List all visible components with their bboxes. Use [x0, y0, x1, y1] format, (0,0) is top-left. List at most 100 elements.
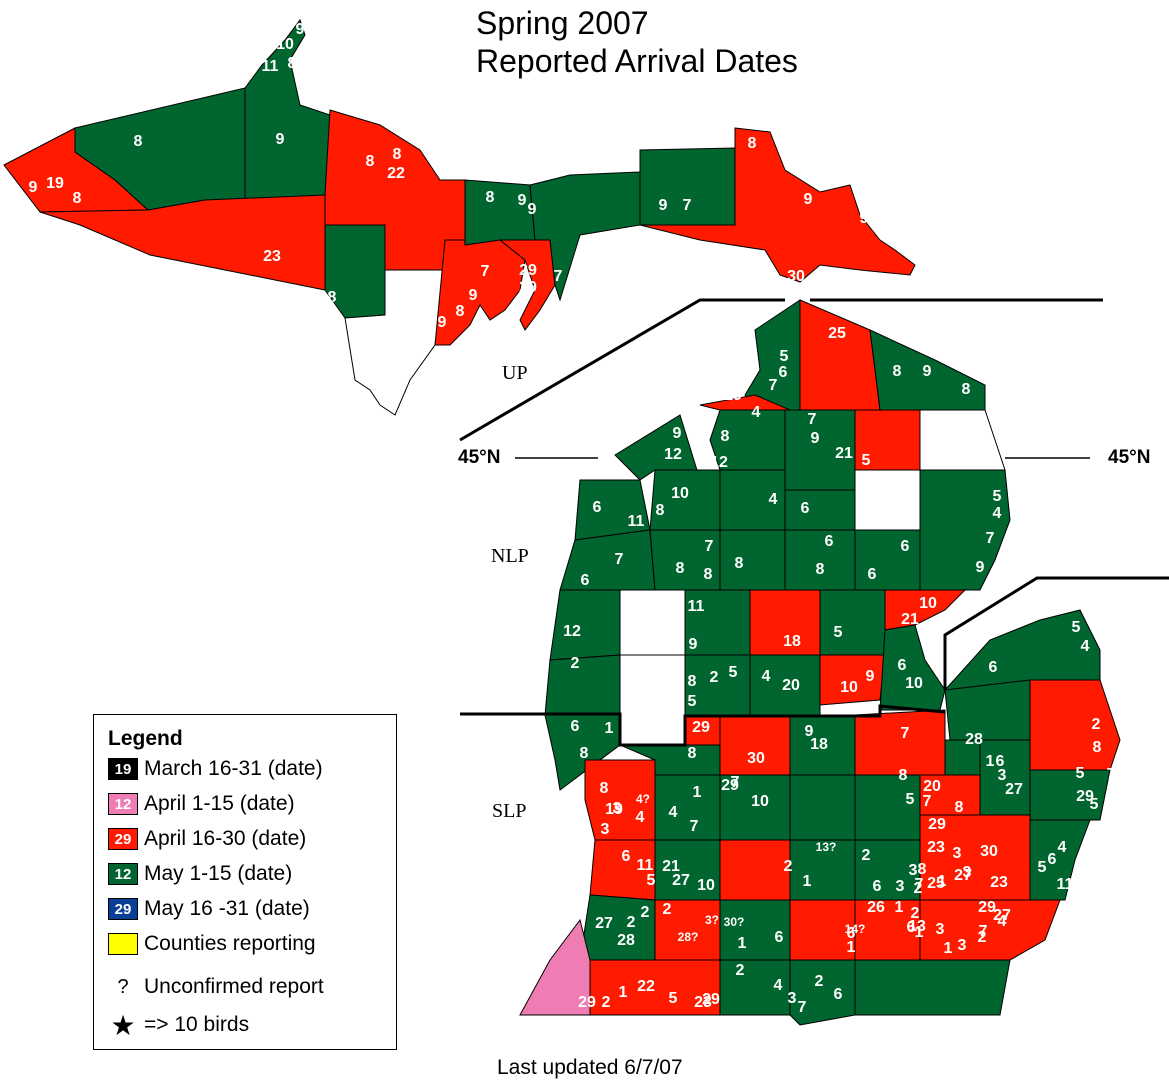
county-arrival-date: 6 [779, 364, 788, 381]
county-arrival-date: 8 [1093, 739, 1102, 756]
county-arrival-date: 6 [593, 499, 602, 516]
county-arrival-date: 11 [637, 857, 654, 874]
county-arrival-date: 7 [923, 793, 932, 810]
county-arrival-date: 23 [990, 874, 1008, 891]
county-arrival-date: 4 [669, 804, 678, 821]
county-arrival-date: 7 [690, 818, 699, 835]
region-label-up: UP [502, 362, 528, 384]
county-arrival-date: 21 [835, 445, 853, 462]
county-arrival-date: 10 [840, 679, 858, 696]
county-arrival-date: 7 [798, 999, 807, 1016]
county-arrival-date: 7 [615, 551, 624, 568]
legend-swatch: 29 [108, 828, 138, 850]
county-arrival-date: 7 [986, 530, 995, 547]
county-arrival-date: 29 [519, 279, 537, 296]
county-arrival-date: 4 [993, 505, 1002, 522]
legend-item: 12 [108, 860, 138, 888]
county-arrival-date: 30 [980, 843, 998, 860]
legend-item: 19 [108, 755, 138, 783]
county-arrival-date: 3 [788, 990, 797, 1007]
county-arrival-date: 9 [804, 191, 813, 208]
county-arrival-date: 1 [944, 940, 953, 957]
county-arrival-date: 1 [895, 899, 904, 916]
county-arrival-date: 11 [628, 513, 645, 530]
county-arrival-date: 8 [962, 381, 971, 398]
county-arrival-date: 5 [1038, 859, 1047, 876]
county-arrival-date: 27 [993, 907, 1011, 924]
county-arrival-date: 7 [731, 774, 740, 791]
county-arrival-date: 9 [518, 192, 527, 209]
county-arrival-date: 3? [705, 913, 719, 927]
county-arrival-date: 6 [834, 986, 843, 1003]
legend-item: 29 [108, 825, 138, 853]
county-arrival-date: 6 [825, 533, 834, 550]
county-arrival-date: 8 [73, 190, 82, 207]
county-arrival-date: 19 [46, 175, 64, 192]
county-arrival-date: 6 [907, 919, 916, 936]
county-arrival-date: 5 [993, 488, 1002, 505]
question-mark-icon: ? [117, 975, 129, 998]
county-arrival-date: 25 [828, 325, 846, 342]
county-arrival-date: 20 [782, 677, 800, 694]
county-arrival-date: 27 [1005, 781, 1023, 798]
county-arrival-date: 10 [751, 793, 769, 810]
legend-swatch [108, 933, 138, 955]
county-arrival-date: 8 [328, 289, 337, 306]
county-arrival-date: 5 [647, 872, 656, 889]
county-arrival-date: 1 [605, 720, 614, 737]
county-arrival-date: 3 [958, 937, 967, 954]
county-arrival-date: 9 [805, 723, 814, 740]
county-arrival-date: 2 [978, 929, 987, 946]
county-arrival-date: 6 [873, 878, 882, 895]
county-arrival-date: 19 [605, 801, 623, 818]
county-arrival-date: 7 [705, 538, 714, 555]
county-arrival-date: 8 [918, 861, 927, 878]
county-arrival-date: 10 [276, 36, 294, 53]
county-arrival-date: 7 [683, 197, 692, 214]
legend-unconfirmed: ? [108, 973, 138, 1001]
last-updated: Last updated 6/7/07 [497, 1056, 683, 1079]
county-arrival-date: 9 [469, 287, 478, 304]
county-arrival-date: 4 [774, 977, 783, 994]
county-arrival-date: 8 [288, 55, 297, 72]
county-arrival-date: 28 [617, 932, 635, 949]
county-arrival-date: 8 [134, 133, 143, 150]
legend: Legend 19 March 16-31 (date) 12 April 1-15 … [93, 714, 397, 1050]
county-arrival-date: 6 [775, 929, 784, 946]
legend-unconfirmed-label: Unconfirmed report [144, 975, 324, 998]
county-arrival-date: 23 [263, 248, 281, 265]
county-arrival-date: 8 [393, 146, 402, 163]
county-arrival-date: 7 [481, 263, 490, 280]
county-arrival-date: 11 [688, 598, 705, 615]
county-arrival-date: 8 [580, 745, 589, 762]
county-arrival-date: 18 [783, 633, 801, 650]
county-arrival-date: 6 [898, 657, 907, 674]
legend-item-label: Counties reporting [144, 932, 316, 955]
county-arrival-date: 8 [688, 745, 697, 762]
county-arrival-date: 4 [1081, 638, 1090, 655]
county-arrival-date: 12 [710, 454, 728, 471]
legend-item: 12 [108, 790, 138, 818]
county-arrival-date: 12 [664, 446, 682, 463]
county-arrival-date: 8 [704, 566, 713, 583]
county-arrival-date: 9 [811, 430, 820, 447]
county-arrival-date: 2 [602, 994, 611, 1011]
county-arrival-date: 1 [803, 873, 812, 890]
county-arrival-date: 23 [694, 994, 712, 1011]
county-arrival-date: 5 [729, 664, 738, 681]
legend-item-label: April 1-15 (date) [144, 792, 295, 815]
latitude-label-left: 45°N [458, 447, 501, 468]
county-arrival-date: 10 [919, 595, 937, 612]
county-arrival-date: 30? [724, 915, 745, 929]
county-arrival-date: 2 [914, 880, 923, 897]
map-title: Spring 2007 Reported Arrival Dates [476, 4, 798, 80]
county-arrival-date: 13 [908, 918, 926, 935]
county-arrival-date: 8 [688, 673, 697, 690]
county-arrival-date: 1 [619, 984, 628, 1001]
legend-swatch: 12 [108, 863, 138, 885]
county-arrival-date: 9 [923, 363, 932, 380]
county-arrival-date: 6 [622, 848, 631, 865]
star-icon: ★ [110, 1009, 136, 1041]
county-arrival-date: 29 [928, 816, 946, 833]
